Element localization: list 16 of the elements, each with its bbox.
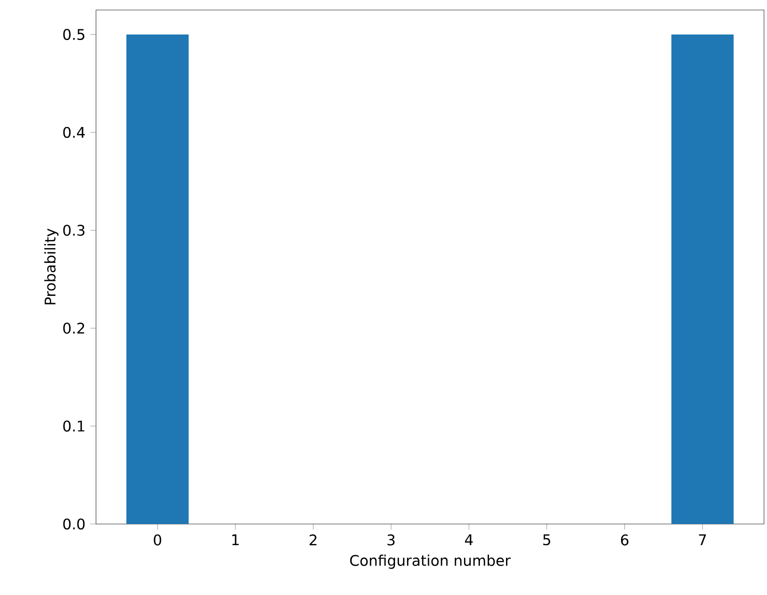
y-tick-label: 0.3 <box>63 224 84 236</box>
x-tick-label: 0 <box>154 534 162 546</box>
y-tick-label: 0.4 <box>63 126 85 138</box>
x-tick-label: 4 <box>464 534 473 546</box>
y-tick-label: 0.0 <box>63 518 85 530</box>
x-tick-label: 6 <box>621 534 628 546</box>
x-tick-label: 1 <box>232 534 239 546</box>
x-axis-title: Configuration number <box>350 554 511 569</box>
x-tick-label: 2 <box>310 534 316 546</box>
y-axis-title: Probability <box>44 228 58 304</box>
x-tick-label: 3 <box>388 534 395 546</box>
y-tick-label: 0.5 <box>63 28 84 40</box>
y-tick-label: 0.1 <box>63 420 84 432</box>
y-tick-label: 0.2 <box>63 322 84 334</box>
x-tick-label: 7 <box>699 534 706 546</box>
x-tick-label: 5 <box>543 534 550 546</box>
